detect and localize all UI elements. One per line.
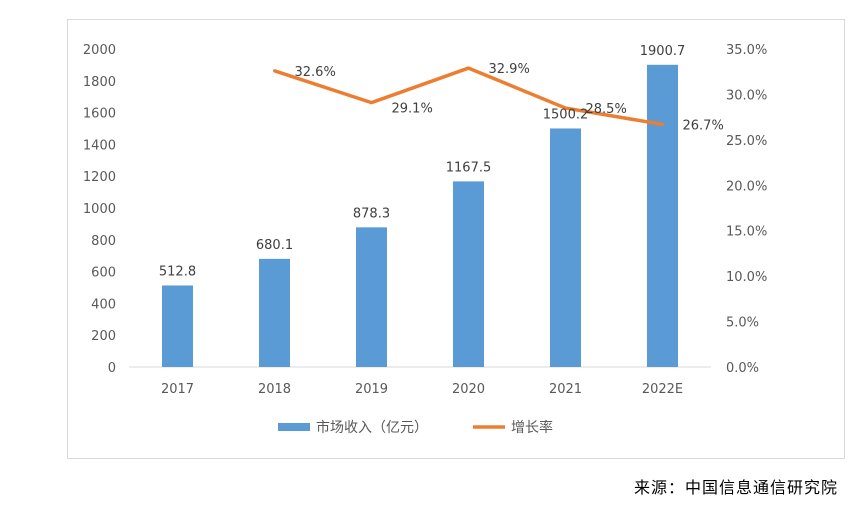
x-tick-label: 2017 (161, 382, 194, 397)
y-left-tick-label: 1200 (83, 170, 116, 185)
y-right-tick-label: 35.0% (726, 43, 767, 58)
line-data-label: 29.1% (392, 102, 433, 117)
y-left-tick-label: 600 (91, 266, 116, 281)
legend-line-label: 增长率 (511, 419, 553, 436)
x-tick-label: 2022E (642, 382, 683, 397)
source-note: 来源：中国信息通信研究院 (633, 478, 838, 497)
legend-bar-swatch (278, 423, 310, 431)
chart-frame: 0 200 400 600 800 1000 1200 1400 1600 1800 2000 0.0… (67, 19, 845, 459)
chart-svg: 0 200 400 600 800 1000 1200 1400 1600 1800 2000 0.0… (83, 43, 767, 436)
bar-data-label: 512.8 (159, 264, 196, 279)
line-point (564, 106, 567, 110)
y-right-tick-label: 30.0% (726, 88, 767, 103)
bar-data-label: 878.3 (353, 206, 390, 221)
line-point (467, 66, 470, 70)
bar-data-label: 680.1 (256, 238, 293, 253)
y-left-tick-label: 0 (108, 361, 116, 376)
y-left-tick-label: 1600 (83, 107, 116, 122)
bar (453, 181, 484, 367)
bar (356, 227, 387, 367)
line-data-label: 32.6% (295, 65, 336, 80)
line-point (273, 69, 276, 73)
line-point (370, 101, 373, 105)
bar-data-label: 1900.7 (640, 44, 686, 59)
line-data-label: 28.5% (586, 102, 627, 117)
y-right-tick-label: 15.0% (726, 225, 767, 240)
y-right-tick-label: 5.0% (726, 316, 759, 331)
bar (259, 258, 290, 367)
y-right-tick-label: 20.0% (726, 179, 767, 194)
line-data-label: 26.7% (683, 118, 724, 133)
bar (162, 285, 193, 367)
y-left-tick-label: 1000 (83, 202, 116, 217)
bar-data-label: 1500.2 (543, 107, 589, 122)
x-tick-label: 2021 (549, 382, 582, 397)
y-right-tick-label: 10.0% (726, 270, 767, 285)
x-tick-label: 2019 (355, 382, 388, 397)
y-right-tick-label: 0.0% (726, 361, 759, 376)
legend-bar-label: 市场收入（亿元） (316, 419, 428, 436)
y-left-tick-label: 1800 (83, 75, 116, 90)
line-data-label: 32.9% (489, 62, 530, 77)
x-tick-label: 2018 (258, 382, 291, 397)
bar (550, 128, 581, 367)
y-left-tick-label: 400 (91, 297, 116, 312)
x-tick-label: 2020 (452, 382, 485, 397)
y-left-tick-label: 800 (91, 234, 116, 249)
y-left-tick-label: 2000 (83, 43, 116, 58)
line-point (661, 122, 664, 126)
y-left-tick-label: 1400 (83, 138, 116, 153)
bar (647, 64, 678, 367)
bar-data-label: 1167.5 (446, 160, 492, 175)
y-right-tick-label: 25.0% (726, 134, 767, 149)
y-left-tick-label: 200 (91, 329, 116, 344)
